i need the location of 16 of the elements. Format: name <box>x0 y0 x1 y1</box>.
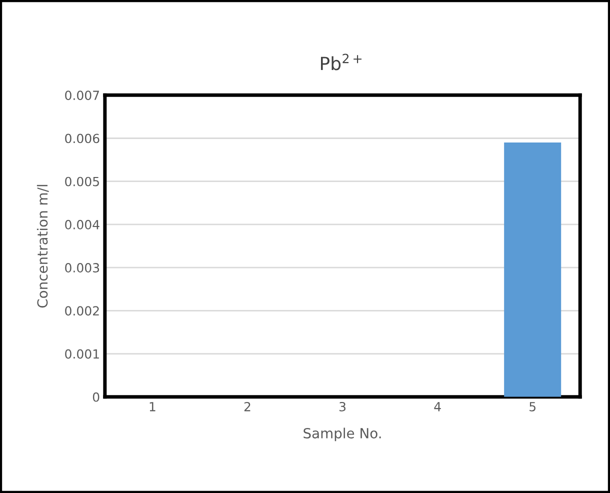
y-tick-label: 0.001 <box>65 349 99 359</box>
x-tick-label: 5 <box>530 402 536 412</box>
y-tick-label: 0.007 <box>65 90 99 100</box>
y-tick-label: 0.004 <box>65 220 100 230</box>
y-tick-label: 0.006 <box>65 134 100 144</box>
x-axis-title: Sample No. <box>304 428 381 442</box>
y-tick-label: 0.005 <box>65 176 99 186</box>
y-tick-label: 0.003 <box>65 263 100 272</box>
y-tick-label: 0.002 <box>65 306 99 316</box>
x-tick-label: 4 <box>434 402 441 412</box>
x-tick-label: 2 <box>244 402 250 412</box>
x-tick-label: 3 <box>339 402 346 412</box>
y-axis-title: Concentration m/l <box>36 184 49 308</box>
x-tick-label: 1 <box>150 402 156 412</box>
text: 0 <box>92 392 100 402</box>
chart-title: Pb$^{2+}$ <box>320 54 362 70</box>
